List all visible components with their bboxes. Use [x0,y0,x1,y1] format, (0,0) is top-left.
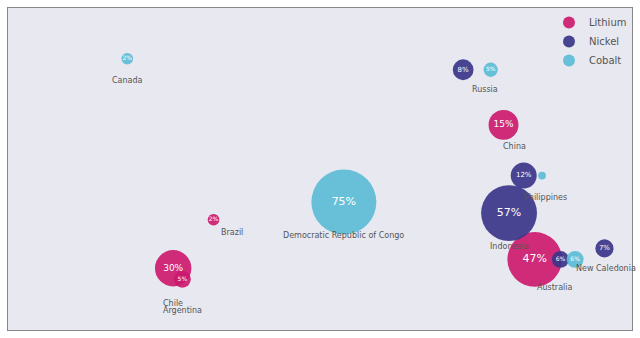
svg-text:Philippines: Philippines [524,193,567,202]
svg-text:Canada: Canada [112,76,143,85]
svg-text:Lithium: Lithium [589,17,626,28]
svg-text:Australia: Australia [537,283,572,292]
svg-text:30%: 30% [163,263,183,273]
svg-text:15%: 15% [494,119,514,129]
svg-text:New Caledonia: New Caledonia [576,264,636,273]
svg-text:Indonesia: Indonesia [490,242,529,251]
svg-text:7%: 7% [599,244,610,252]
svg-text:5%: 5% [486,65,496,72]
svg-text:75%: 75% [332,195,356,208]
svg-text:57%: 57% [497,206,521,219]
svg-text:6%: 6% [556,255,566,262]
svg-text:2%: 2% [123,54,133,61]
svg-text:12%: 12% [516,171,532,179]
svg-text:Brazil: Brazil [221,228,243,237]
svg-text:Democratic Republic of Congo: Democratic Republic of Congo [283,231,404,240]
svg-text:2%: 2% [209,215,219,222]
svg-text:47%: 47% [523,252,547,265]
svg-text:Argentina: Argentina [163,306,202,315]
svg-text:8%: 8% [458,66,469,74]
svg-text:Nickel: Nickel [589,36,619,47]
svg-text:Cobalt: Cobalt [589,55,621,66]
svg-text:Russia: Russia [472,85,498,94]
svg-text:5%: 5% [178,275,188,282]
svg-text:China: China [503,142,526,151]
svg-text:6%: 6% [570,255,580,262]
svg-text:Chile: Chile [163,299,183,308]
